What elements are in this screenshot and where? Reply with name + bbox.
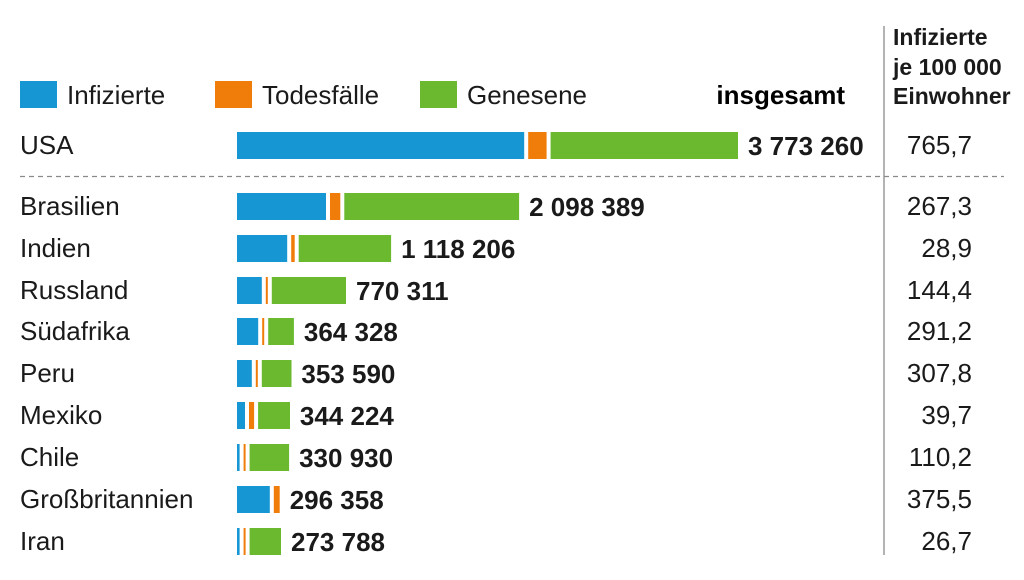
- row-usa: USA 3 773 260 765,7: [20, 130, 972, 161]
- rate-column-header: Infizierte je 100 000 Einwohner: [892, 24, 1011, 109]
- infected-segment: [237, 277, 262, 304]
- recovered-segment: [550, 132, 738, 159]
- total-value-label: 330 930: [299, 443, 393, 473]
- legend-swatch-infizierte: [20, 81, 57, 108]
- infected-segment: [237, 486, 270, 513]
- legend-swatch-todesf-lle: [215, 81, 252, 108]
- rate-value-label: 307,8: [907, 358, 972, 388]
- country-label: Iran: [20, 526, 65, 556]
- deaths-segment: [291, 235, 295, 262]
- recovered-segment: [261, 360, 292, 387]
- country-label: Brasilien: [20, 191, 120, 221]
- deaths-segment: [249, 402, 255, 429]
- total-value-label: 344 224: [300, 401, 395, 431]
- rate-value-label: 28,9: [921, 233, 972, 263]
- infected-segment: [237, 444, 240, 471]
- legend-label-infizierte: Infizierte: [67, 80, 165, 110]
- country-label: Indien: [20, 233, 91, 263]
- total-value-label: 296 358: [290, 485, 384, 515]
- total-value-label: 3 773 260: [748, 131, 864, 161]
- row-suedafrika: Südafrika 364 328 291,2: [20, 316, 972, 347]
- total-value-label: 1 118 206: [401, 234, 515, 264]
- recovered-segment: [298, 235, 392, 262]
- deaths-segment: [243, 444, 246, 471]
- recovered-segment: [344, 193, 520, 220]
- legend: Infizierte Todesfälle Genesene: [20, 80, 587, 110]
- country-label: Chile: [20, 442, 79, 472]
- rate-header-line-2: je 100 000: [892, 54, 1002, 80]
- deaths-segment: [528, 132, 547, 159]
- recovered-segment: [268, 318, 294, 345]
- rate-value-label: 765,7: [907, 130, 972, 160]
- infected-segment: [237, 360, 252, 387]
- recovered-segment: [258, 402, 290, 429]
- country-label: USA: [20, 130, 74, 160]
- legend-label-todesf-lle: Todesfälle: [262, 80, 379, 110]
- row-russland: Russland 770 311 144,4: [20, 275, 972, 306]
- deaths-segment: [265, 277, 268, 304]
- infected-segment: [237, 402, 245, 429]
- infected-segment: [237, 235, 288, 262]
- rate-value-label: 267,3: [907, 191, 972, 221]
- country-label: Mexiko: [20, 400, 102, 430]
- total-value-label: 2 098 389: [529, 192, 645, 222]
- total-value-label: 273 788: [291, 527, 385, 557]
- recovered-segment: [249, 444, 290, 471]
- row-brasilien: Brasilien 2 098 389 267,3: [20, 191, 972, 222]
- deaths-segment: [330, 193, 341, 220]
- country-label: Südafrika: [20, 316, 130, 346]
- deaths-segment: [255, 360, 258, 387]
- rate-value-label: 110,2: [909, 442, 972, 472]
- legend-label-genesene: Genesene: [467, 80, 587, 110]
- country-label: Peru: [20, 358, 75, 388]
- infected-segment: [237, 528, 240, 555]
- rate-value-label: 291,2: [907, 316, 972, 346]
- deaths-segment: [243, 528, 246, 555]
- row-peru: Peru 353 590 307,8: [20, 358, 972, 389]
- country-label: Russland: [20, 275, 128, 305]
- row-chile: Chile 330 930 110,2: [20, 442, 972, 473]
- total-value-label: 364 328: [304, 317, 398, 347]
- infected-segment: [237, 193, 326, 220]
- rate-value-label: 144,4: [907, 275, 972, 305]
- country-label: Großbritannien: [20, 484, 193, 514]
- rate-header-line-1: Infizierte: [893, 24, 988, 50]
- total-value-label: 770 311: [356, 276, 449, 306]
- recovered-segment: [249, 528, 281, 555]
- infected-segment: [237, 132, 525, 159]
- legend-swatch-genesene: [420, 81, 457, 108]
- row-iran: Iran 273 788 26,7: [20, 526, 972, 557]
- chart-rows: USA 3 773 260 765,7 Brasilien 2 098 389 267,3…: [20, 130, 972, 557]
- row-mexiko: Mexiko 344 224 39,7: [20, 400, 972, 431]
- rate-header-line-3: Einwohner: [893, 83, 1011, 109]
- rate-value-label: 39,7: [921, 400, 972, 430]
- rate-value-label: 26,7: [921, 526, 972, 556]
- rate-value-label: 375,5: [907, 484, 972, 514]
- recovered-segment: [271, 277, 346, 304]
- deaths-segment: [262, 318, 265, 345]
- total-column-header: insgesamt: [716, 80, 845, 110]
- deaths-segment: [273, 486, 280, 513]
- total-value-label: 353 590: [301, 359, 395, 389]
- row-grossbritannien: Großbritannien 296 358 375,5: [20, 484, 972, 515]
- row-indien: Indien 1 118 206 28,9: [20, 233, 972, 264]
- infected-segment: [237, 318, 259, 345]
